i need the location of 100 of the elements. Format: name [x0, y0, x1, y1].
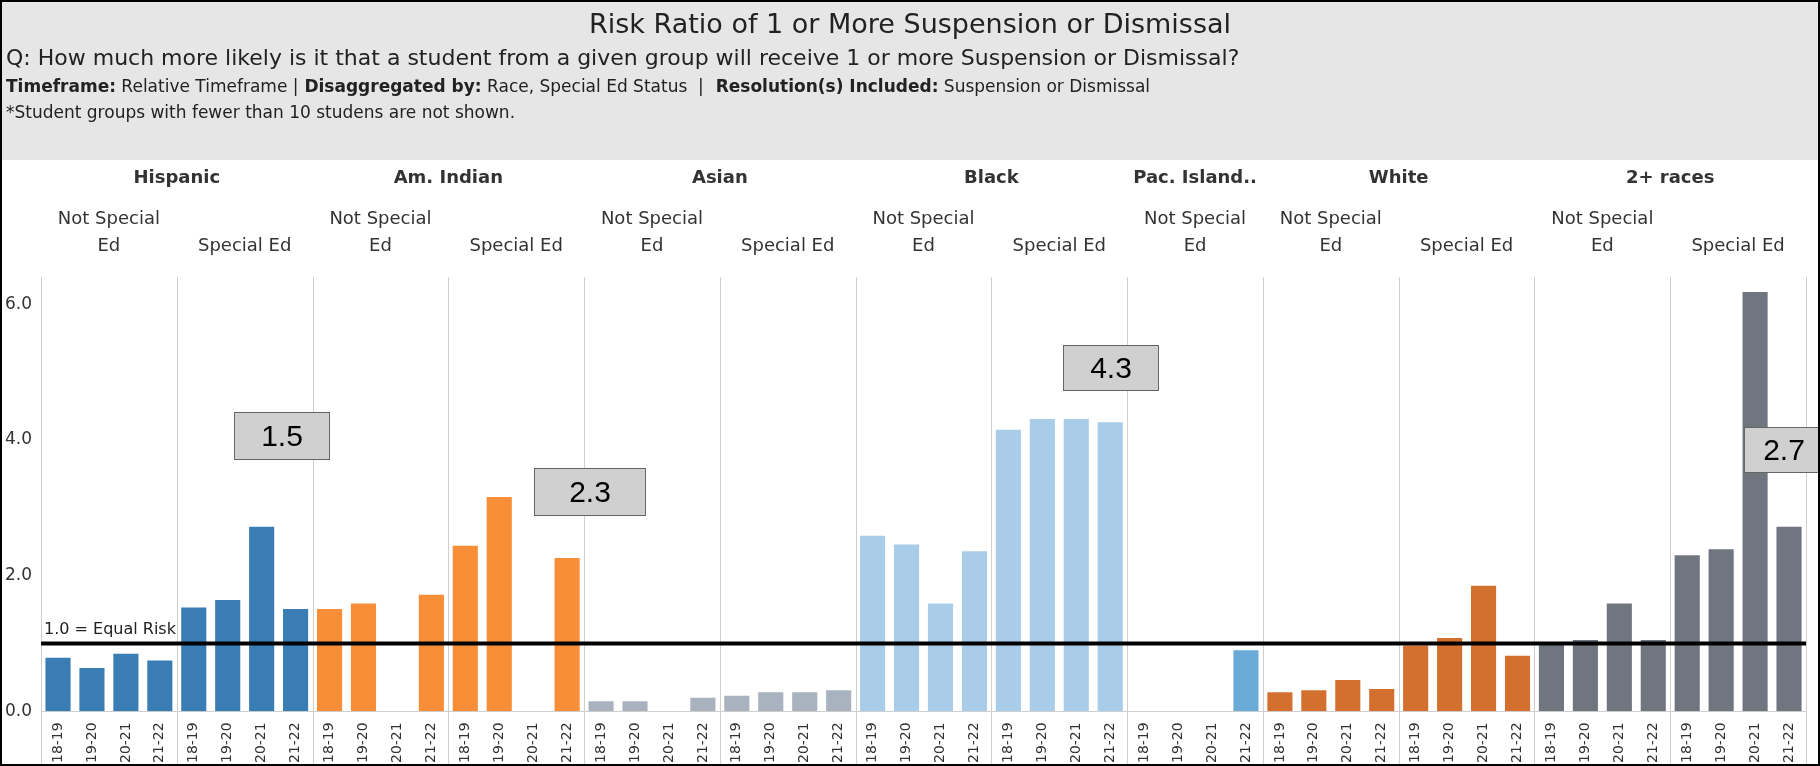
x-tick-label: 21-22	[150, 722, 167, 764]
chart-subtitle: Q: How much more likely is it that a student from a given group will receive 1 or more Suspension or Dismissal?	[6, 45, 1241, 70]
x-tick-label: 19-20	[1304, 722, 1321, 764]
bar	[893, 544, 920, 712]
y-tick-label: 0.0	[4, 699, 33, 720]
x-tick-label: 19-20	[1032, 722, 1049, 764]
bar	[113, 653, 139, 712]
x-tick-label: 18-19	[591, 722, 608, 764]
x-tick-label: 20-21	[1745, 722, 1762, 764]
bar	[249, 526, 275, 712]
bar	[215, 600, 241, 712]
bar	[79, 667, 105, 712]
bar	[1403, 645, 1429, 712]
text: Special Ed	[197, 233, 292, 257]
bar	[452, 545, 478, 712]
bar	[1776, 526, 1802, 712]
x-tick-label: 19-20	[1711, 722, 1728, 764]
bar	[147, 660, 173, 712]
bar	[961, 551, 987, 712]
bar	[45, 657, 71, 712]
text: Not Special Ed	[872, 206, 975, 257]
x-tick-label: 20-21	[388, 722, 405, 764]
x-tick-label: 19-20	[897, 722, 914, 764]
text: 2+ races	[1624, 165, 1716, 189]
x-tick-label: 21-22	[1779, 722, 1796, 764]
x-tick-label: 21-22	[829, 722, 846, 764]
x-tick-label: 21-22	[965, 722, 982, 764]
x-tick-label: 20-21	[1066, 722, 1083, 764]
x-tick-label: 21-22	[557, 722, 574, 764]
text: Black	[963, 165, 1020, 189]
bar	[1640, 640, 1666, 712]
x-tick-label: 19-20	[1576, 722, 1593, 764]
bar	[1369, 688, 1395, 712]
x-tick-label: 20-21	[659, 722, 676, 764]
x-tick-label: 18-19	[863, 722, 880, 764]
text: Special Ed	[469, 233, 563, 257]
x-tick-label: 21-22	[422, 722, 438, 764]
x-tick-label: 19-20	[1168, 722, 1185, 764]
bar	[1538, 643, 1564, 712]
x-tick-label: 20-21	[1202, 722, 1219, 764]
x-tick-label: 20-21	[1338, 722, 1355, 764]
x-tick-label: 20-21	[116, 722, 133, 764]
bar	[995, 429, 1021, 712]
bar	[792, 692, 818, 712]
text: Special Ed	[741, 233, 835, 257]
x-tick-label: 18-19	[455, 722, 472, 764]
text: Special Ed	[1691, 233, 1785, 257]
text: White	[1367, 165, 1430, 189]
bar	[1471, 585, 1497, 712]
bar	[181, 607, 207, 712]
x-tick-label: 20-21	[252, 722, 269, 764]
annotation: 4.3	[1063, 345, 1159, 391]
chart-title: Risk Ratio of 1 or More Suspension or Dismissal	[587, 8, 1232, 39]
bar	[1335, 680, 1361, 712]
x-tick-label: 21-22	[1100, 722, 1117, 764]
x-tick-label: 21-22	[1372, 722, 1389, 764]
text: Special Ed	[1012, 233, 1106, 257]
text: Pac. Island..	[1132, 165, 1258, 189]
x-tick-label: 18-19	[1542, 722, 1559, 764]
x-tick-label: 18-19	[727, 722, 744, 764]
bar	[316, 608, 343, 712]
x-tick-label: 19-20	[761, 722, 778, 764]
x-tick-label: 18-19	[1270, 722, 1287, 764]
x-tick-label: 19-20	[625, 722, 642, 764]
text: Not Special Ed	[1551, 206, 1654, 257]
x-tick-label: 19-20	[354, 722, 371, 764]
text: Not Special Ed	[1279, 206, 1382, 257]
x-tick-label: 18-19	[48, 722, 65, 764]
bar	[1437, 638, 1463, 712]
x-tick-label: 20-21	[523, 722, 540, 764]
x-tick-label: 21-22	[1643, 722, 1660, 764]
text: Not Special Ed	[600, 206, 704, 257]
x-tick-label: 20-21	[1474, 722, 1491, 764]
bar	[1301, 690, 1327, 712]
bar	[1267, 692, 1293, 712]
bar	[1233, 650, 1259, 712]
bar	[1063, 418, 1089, 712]
bar	[1572, 640, 1598, 712]
annotation: 2.7	[1744, 427, 1820, 473]
bar	[350, 603, 377, 712]
bar	[1606, 603, 1632, 712]
x-tick-label: 19-20	[1440, 722, 1457, 764]
bar	[1708, 549, 1734, 712]
ref-line-label: 1.0 = Equal Risk	[44, 618, 177, 638]
y-tick-label: 4.0	[4, 428, 33, 449]
x-tick-label: 20-21	[1609, 722, 1626, 764]
text: Hispanic	[132, 165, 222, 189]
bar	[554, 558, 580, 712]
y-tick-label: 2.0	[4, 564, 33, 585]
x-tick-label: 18-19	[320, 722, 337, 764]
x-tick-label: 18-19	[1677, 722, 1694, 764]
bar	[826, 690, 852, 712]
text: Asian	[690, 165, 749, 189]
bar	[758, 692, 784, 712]
bar	[724, 695, 750, 712]
annotation: 1.5	[234, 412, 330, 460]
bar	[1674, 555, 1700, 712]
text: Not Special Ed	[329, 206, 432, 257]
x-tick-label: 18-19	[1134, 722, 1151, 764]
text: *Student groups with fewer than 10 studens are not shown.	[6, 102, 517, 122]
